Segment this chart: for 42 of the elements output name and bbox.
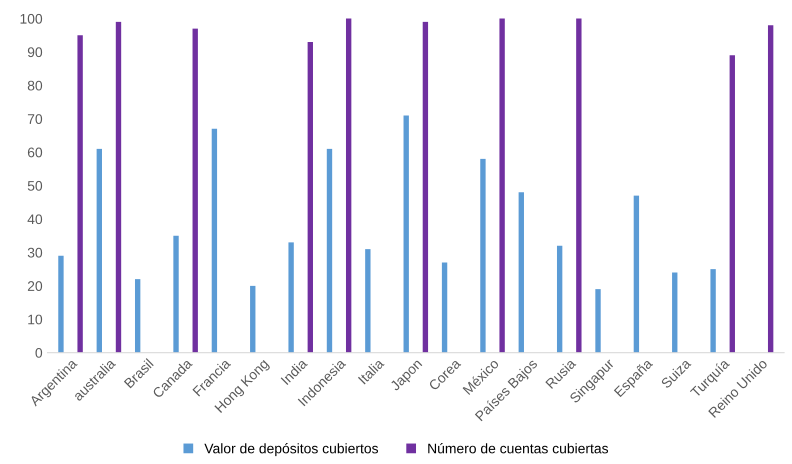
bar: [768, 25, 774, 353]
bar: [730, 55, 735, 353]
y-tick-label: 70: [28, 114, 42, 124]
bar: [96, 148, 102, 353]
y-tick-label: 60: [28, 148, 42, 158]
bar: [77, 35, 83, 353]
y-tick-label: 100: [20, 14, 42, 24]
bar: [365, 249, 371, 353]
bar: [58, 256, 64, 353]
bar: [288, 242, 294, 353]
legend-label: Número de cuentas cubiertas: [428, 443, 608, 454]
legend-label: Valor de depósitos cubiertos: [204, 443, 378, 456]
bar: [442, 262, 448, 353]
bar: [346, 18, 352, 353]
bar: [326, 148, 332, 353]
bar: [710, 269, 716, 353]
y-tick-label: 50: [28, 180, 42, 191]
y-tick-label: 20: [28, 281, 42, 291]
bar: [576, 18, 582, 353]
bar: [308, 42, 313, 353]
bar: [480, 158, 486, 353]
bar: [556, 246, 562, 353]
bar: [422, 22, 428, 353]
bar: [173, 236, 179, 353]
bar: [634, 196, 640, 353]
bar: [192, 28, 198, 353]
y-tick-label: 40: [28, 214, 42, 224]
y-tick-label: 90: [28, 47, 42, 58]
bar: [518, 192, 524, 353]
bar: [116, 22, 122, 353]
y-tick-label: 0: [35, 348, 42, 358]
x-tick-label: Italia: [358, 358, 385, 385]
bar: [595, 289, 601, 353]
bar: [404, 115, 409, 353]
y-tick-label: 80: [28, 80, 42, 91]
bar: [672, 272, 678, 353]
bar: [134, 279, 140, 353]
bar: [212, 128, 218, 353]
bar: [499, 18, 505, 353]
bar: [250, 286, 256, 353]
y-tick-label: 30: [28, 248, 42, 258]
y-tick-label: 10: [28, 314, 42, 324]
